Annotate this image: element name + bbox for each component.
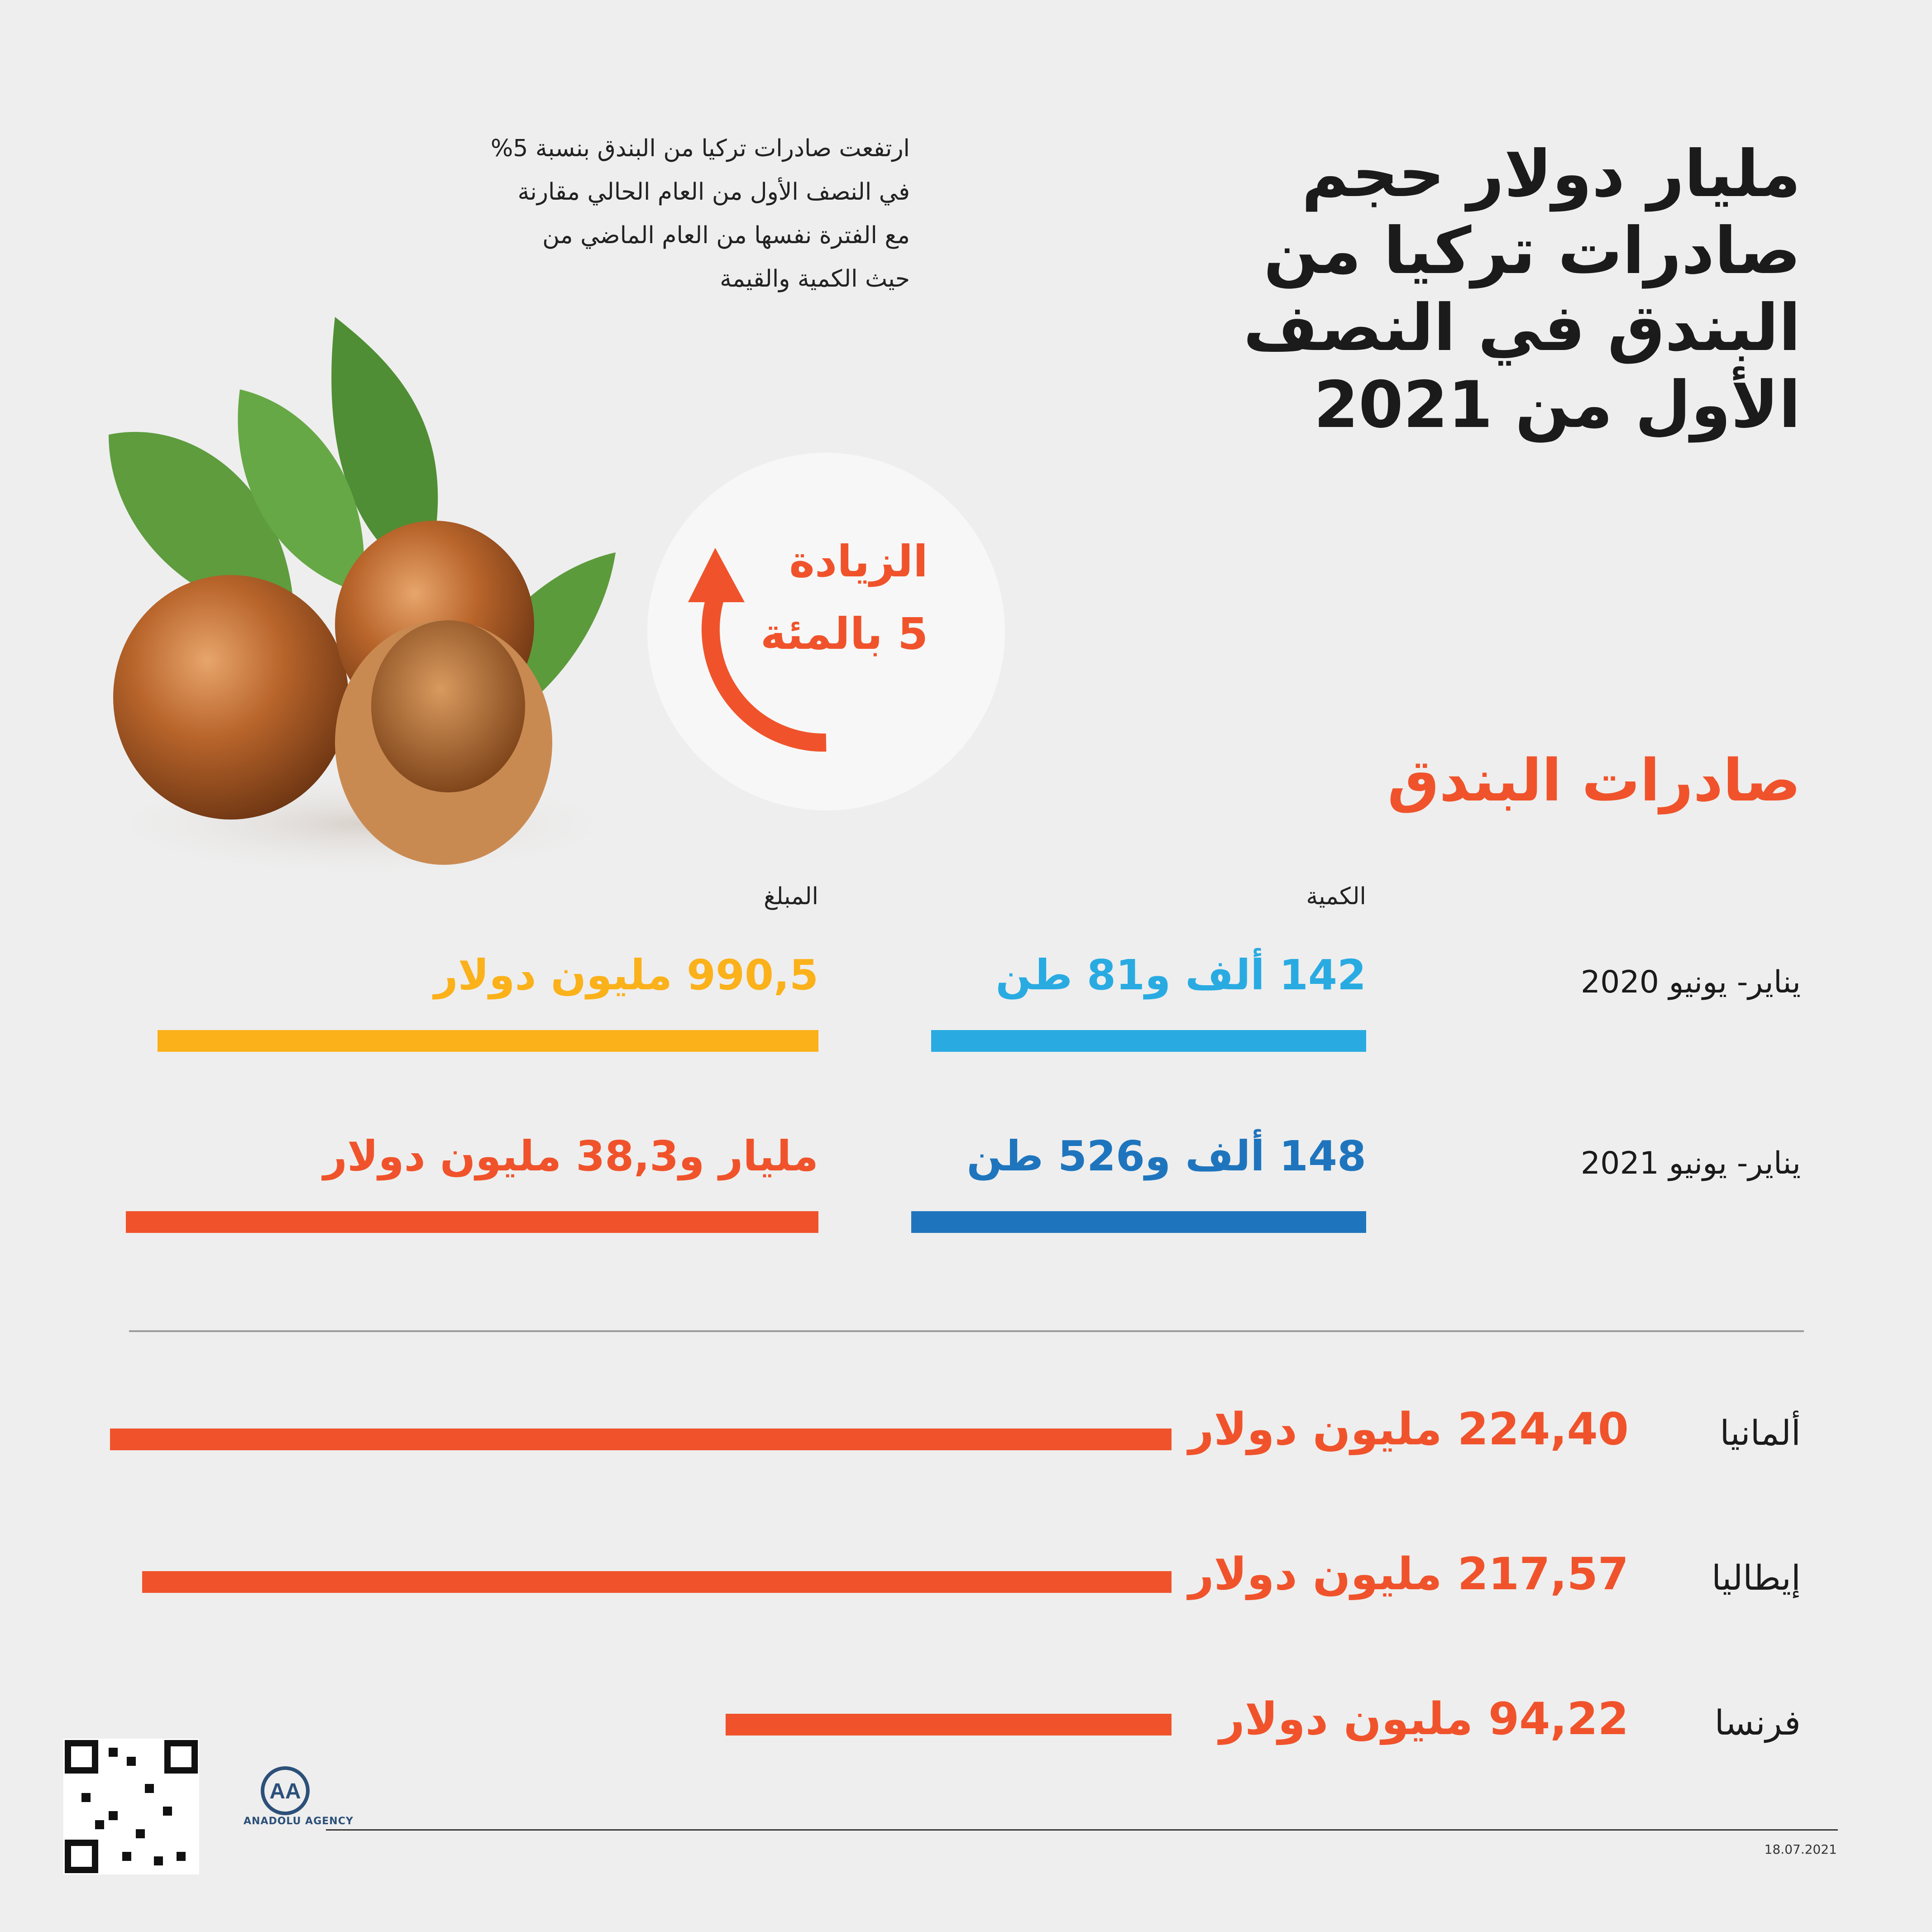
column-label-quantity: الكمية <box>1306 883 1366 910</box>
quantity-bar <box>931 1030 1366 1052</box>
amount-bar <box>126 1211 818 1233</box>
badge-line: 5 بالمئة <box>760 609 928 659</box>
intro-line: ارتفعت صادرات تركيا من البندق بنسبة 5% <box>490 135 910 162</box>
publish-date: 18.07.2021 <box>1764 1842 1837 1857</box>
title-line: البندق في النصف <box>1243 291 1801 365</box>
badge-line: الزيادة <box>789 536 928 587</box>
intro-line: في النصف الأول من العام الحالي مقارنة <box>517 178 910 206</box>
value-label: 148 ألف و526 طن <box>966 1132 1366 1180</box>
title-line: الأول من 2021 <box>1314 368 1801 442</box>
section-title: صادرات البندق <box>1387 747 1801 815</box>
qr-code-icon <box>63 1739 199 1874</box>
period-label: يناير- يونيو 2020 <box>1580 964 1801 1000</box>
value-label: 94,22 مليون دولار <box>1219 1693 1629 1745</box>
amount-bar <box>158 1030 818 1052</box>
anadolu-agency-logo: AA <box>261 1766 310 1815</box>
country-bar <box>142 1571 1172 1593</box>
title-line: صادرات تركيا من <box>1263 214 1801 288</box>
leaf-icon <box>238 389 364 593</box>
arrow-up-icon <box>688 548 827 752</box>
country-label: إيطاليا <box>1711 1558 1801 1598</box>
intro-line: مع الفترة نفسها من العام الماضي من <box>542 222 910 249</box>
country-bar <box>726 1714 1172 1735</box>
value-label: 142 ألف و81 طن <box>995 951 1366 999</box>
logo-text: ANADOLU AGENCY <box>244 1816 354 1827</box>
hazelnut-left <box>113 575 349 820</box>
intro-paragraph: ارتفعت صادرات تركيا من البندق بنسبة 5% ف… <box>317 127 910 301</box>
value-label: 217,57 مليون دولار <box>1188 1548 1629 1600</box>
country-bar <box>110 1429 1172 1450</box>
page-title: مليار دولار حجم صادرات تركيا من البندق ف… <box>1122 136 1801 444</box>
quantity-bar <box>911 1211 1366 1233</box>
country-label: ألمانيا <box>1720 1413 1801 1453</box>
hazelnut-kernel <box>371 620 525 792</box>
period-label: يناير- يونيو 2021 <box>1580 1146 1801 1181</box>
value-label: مليار و38,3 مليون دولار <box>323 1132 818 1180</box>
value-label: 990,5 مليون دولار <box>434 951 818 999</box>
value-label: 224,40 مليون دولار <box>1188 1404 1629 1455</box>
country-label: فرنسا <box>1714 1702 1801 1743</box>
divider <box>129 1330 1804 1332</box>
title-line: مليار دولار حجم <box>1301 137 1801 211</box>
hazelnut-illustration <box>91 317 634 878</box>
footer-line <box>326 1829 1838 1831</box>
logo-mark: AA <box>269 1779 301 1803</box>
column-label-amount: المبلغ <box>764 883 818 910</box>
intro-line: حيث الكمية والقيمة <box>720 265 910 292</box>
leaf-icon <box>331 317 438 580</box>
badge-label: الزيادة 5 بالمئة <box>702 525 928 670</box>
leaf-icon <box>109 431 294 616</box>
